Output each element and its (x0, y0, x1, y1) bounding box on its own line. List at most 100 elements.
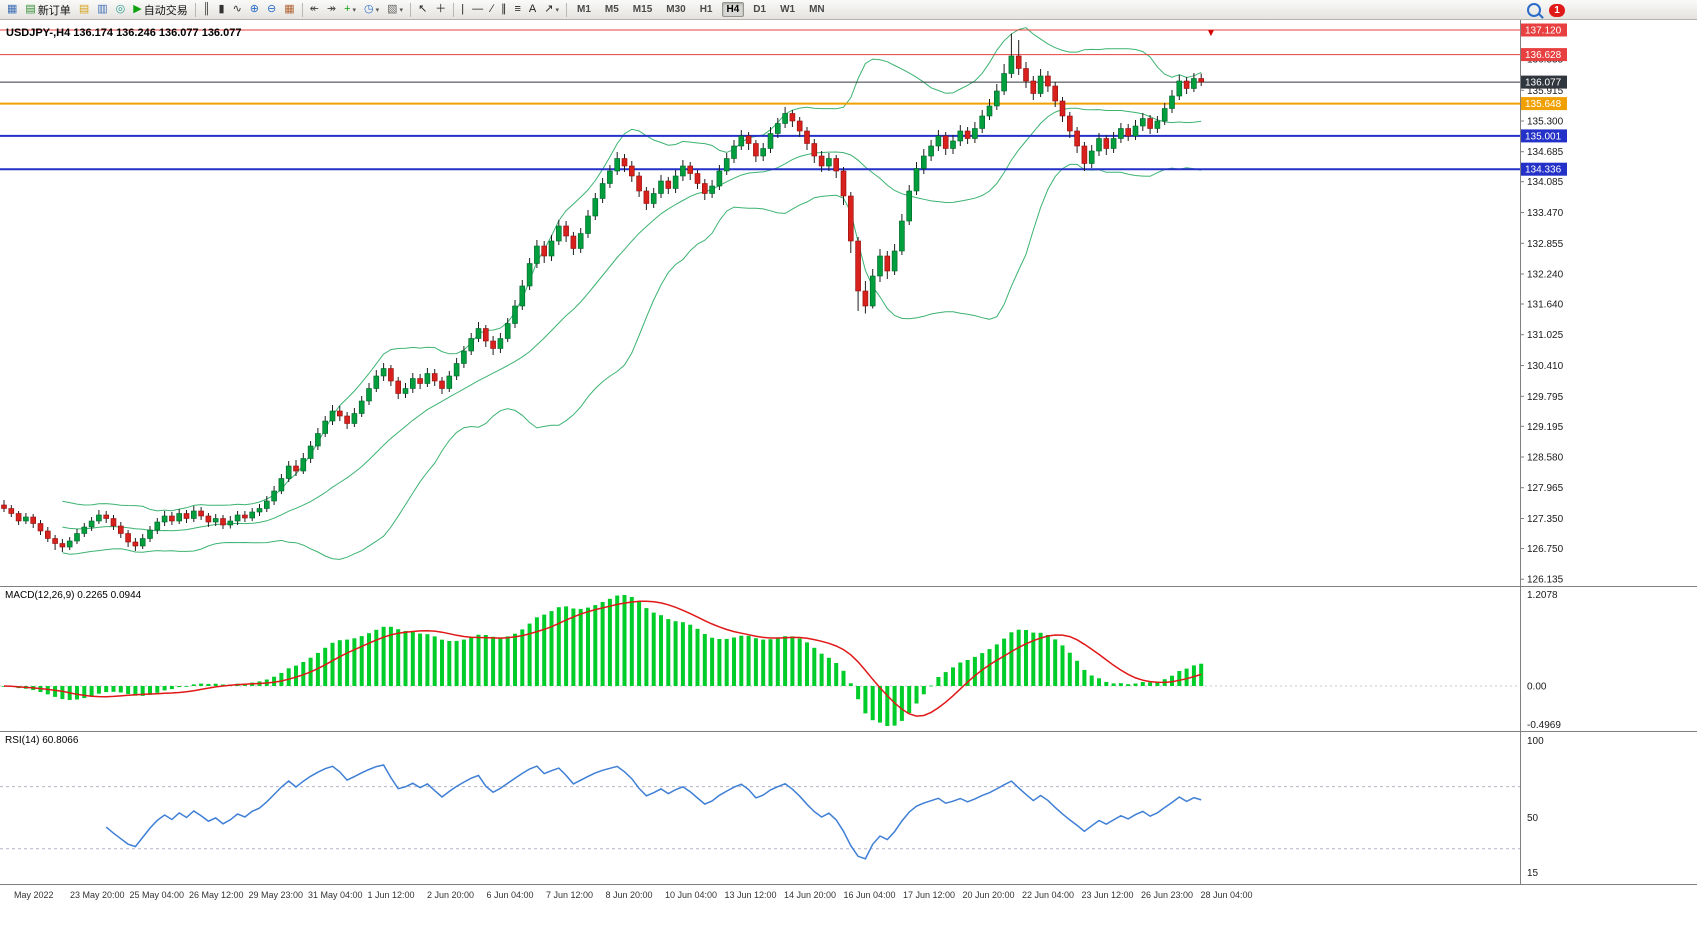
candle (242, 514, 248, 519)
candle (205, 515, 212, 523)
candle (1088, 150, 1095, 164)
tile-windows-icon: ▦ (284, 3, 295, 15)
zoom-in-button[interactable]: ⊕ (246, 0, 263, 19)
timeframe-w1-button[interactable]: W1 (780, 4, 796, 15)
macd-bar (680, 622, 685, 686)
arrow-down-marker[interactable]: ▼ (1206, 28, 1216, 39)
toolbar-separator (301, 2, 303, 17)
vertical-line-button[interactable]: | (457, 0, 468, 19)
macd-bar (1082, 669, 1087, 686)
candlestick-chart-button[interactable]: ▮ (215, 0, 229, 19)
time-axis-label: 10 Jun 04:00 (665, 890, 717, 900)
macd-bar (520, 629, 525, 686)
chart-shift-button[interactable]: ↠ (323, 0, 340, 19)
horizontal-line-icon: — (472, 3, 484, 15)
macd-bar (403, 631, 408, 686)
macd-bar (199, 683, 204, 686)
data-window-button[interactable]: ▥ (93, 0, 111, 19)
periods-button[interactable]: ◷ ▾ (360, 0, 383, 19)
channel-button[interactable]: ∥ (497, 0, 511, 19)
macd-bar (315, 652, 320, 686)
line-chart-button[interactable]: ∿ (229, 0, 246, 19)
timeframe-m1-button[interactable]: M1 (576, 4, 591, 15)
macd-bar (1177, 671, 1182, 686)
timeframe-m30-button[interactable]: M30 (666, 4, 686, 15)
bollinger-lower-line (62, 163, 1202, 560)
auto-scroll-button[interactable]: ↞ (306, 0, 323, 19)
search-icon[interactable] (1527, 3, 1541, 17)
candle (920, 155, 927, 169)
macd-bar (104, 686, 109, 693)
candle (1037, 75, 1044, 94)
macd-bar (432, 636, 437, 686)
timeframe-h1-button[interactable]: H1 (699, 4, 713, 15)
bar-chart-button[interactable]: ║ (199, 0, 215, 19)
timeframe-m5-button[interactable]: M5 (604, 4, 619, 15)
macd-bar (323, 647, 328, 686)
price-line-box (1521, 162, 1567, 176)
macd-bar (622, 595, 627, 686)
time-axis-label: 13 Jun 12:00 (725, 890, 777, 900)
time-axis-label: 2 Jun 20:00 (427, 890, 474, 900)
macd-bar (958, 662, 963, 686)
candle (278, 478, 285, 492)
macd-bar (768, 639, 773, 686)
chart-background (0, 20, 1697, 938)
candle (103, 514, 109, 519)
horizontal-line-button[interactable]: — (468, 0, 487, 19)
macd-bar (1118, 683, 1123, 686)
chart-area[interactable]: 137.150136.535135.915135.300134.685134.0… (0, 20, 1697, 938)
candle (44, 530, 51, 539)
strategy-tester-button[interactable]: ◎ (112, 0, 130, 19)
timeframe-d1-button[interactable]: D1 (753, 4, 767, 15)
template-button[interactable]: ▧ ▾ (383, 0, 407, 19)
candle (563, 225, 569, 237)
timeframe-m15-button[interactable]: M15 (632, 4, 653, 15)
new-order-button[interactable]: ▤ 新订单 (21, 0, 74, 19)
candle (417, 378, 423, 384)
candle (862, 290, 869, 307)
zoom-out-button[interactable]: ⊖ (263, 0, 280, 19)
macd-bar (1191, 665, 1196, 686)
price-tick-label: 133.470 (1527, 208, 1564, 219)
macd-bar (1140, 682, 1145, 686)
candle (1132, 125, 1139, 137)
arrow-objects-button[interactable]: ↗ ▾ (540, 0, 563, 19)
candle (1191, 78, 1197, 89)
macd-bar (994, 644, 999, 686)
trendline-button[interactable]: ∕ (487, 0, 497, 19)
candle (1125, 128, 1131, 137)
text-button[interactable]: A (525, 0, 540, 19)
autotrading-button[interactable]: ▶ 自动交易 (129, 0, 191, 19)
new-chart-button[interactable]: ▦ (3, 0, 21, 19)
notification-badge[interactable]: 1 (1549, 3, 1565, 17)
candle (1045, 75, 1051, 87)
time-axis-label: 22 Jun 04:00 (1022, 890, 1074, 900)
macd-bar (702, 634, 707, 686)
price-chart-canvas[interactable]: 137.150136.535135.915135.300134.685134.0… (0, 20, 1697, 938)
add-indicator-button[interactable]: + ▾ (340, 0, 360, 19)
tile-windows-button[interactable]: ▦ (280, 0, 298, 19)
candle (906, 190, 913, 222)
candle (212, 518, 219, 523)
macd-bar (629, 597, 634, 686)
candle (782, 113, 788, 124)
macd-bar (461, 639, 466, 686)
macd-bar (53, 686, 58, 697)
timeframe-h4-button[interactable]: H4 (721, 2, 745, 17)
candle (52, 538, 58, 544)
macd-bar (1009, 632, 1014, 686)
price-tick-label: 134.685 (1527, 147, 1564, 158)
macd-bar (1038, 632, 1043, 686)
new-order-button-label: 新订单 (37, 4, 71, 17)
macd-bar (425, 634, 430, 686)
timeframe-mn-button[interactable]: MN (809, 4, 825, 15)
candle (665, 180, 672, 189)
cursor-button[interactable]: ↖ (414, 0, 431, 19)
market-watch-button[interactable]: ▤ (75, 0, 93, 19)
fibonacci-icon: ≡ (514, 3, 521, 15)
macd-bar (476, 634, 481, 686)
crosshair-button[interactable]: ＋ (431, 0, 450, 19)
fibonacci-button[interactable]: ≡ (510, 0, 524, 19)
candle (928, 145, 934, 157)
